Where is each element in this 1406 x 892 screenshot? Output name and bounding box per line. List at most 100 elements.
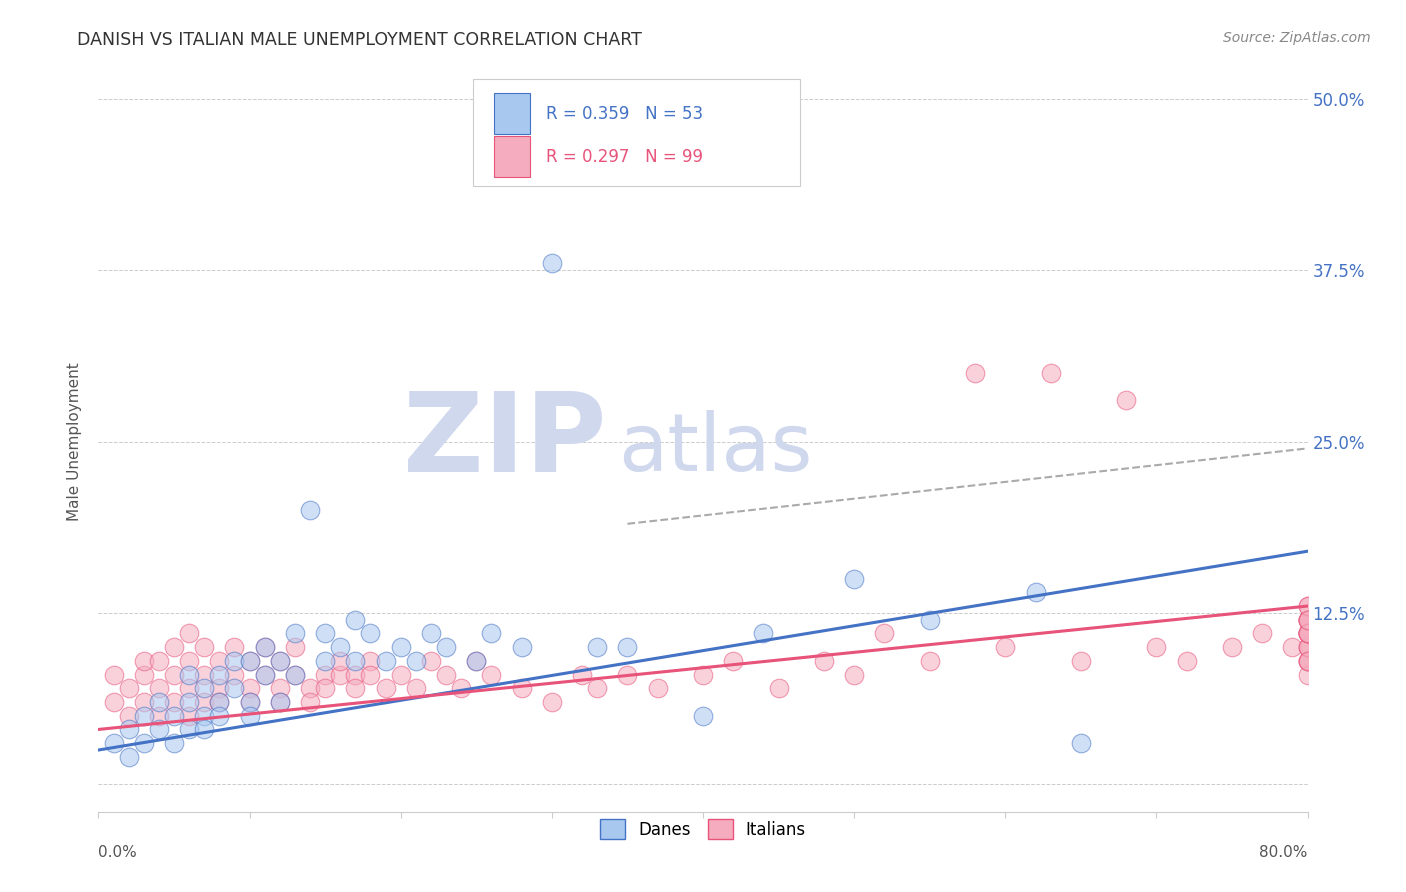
Point: [344, 681, 367, 696]
Point: [239, 681, 262, 696]
Point: [208, 695, 231, 709]
Point: [813, 654, 835, 668]
Point: [148, 708, 170, 723]
Point: [314, 654, 336, 668]
Point: [1296, 613, 1319, 627]
Point: [1296, 626, 1319, 640]
Point: [465, 654, 488, 668]
Point: [965, 366, 987, 380]
Point: [193, 640, 215, 655]
Point: [1281, 640, 1303, 655]
Point: [329, 667, 352, 681]
Point: [1175, 654, 1198, 668]
Point: [193, 723, 215, 737]
Point: [571, 667, 593, 681]
Point: [148, 654, 170, 668]
Point: [723, 654, 745, 668]
Point: [1039, 366, 1062, 380]
Point: [1296, 640, 1319, 655]
Point: [208, 681, 231, 696]
Point: [844, 667, 866, 681]
Point: [239, 654, 262, 668]
Point: [132, 695, 155, 709]
Point: [1220, 640, 1243, 655]
Point: [616, 667, 638, 681]
Point: [239, 695, 262, 709]
Point: [163, 736, 186, 750]
Point: [239, 654, 262, 668]
Point: [314, 681, 336, 696]
Point: [163, 708, 186, 723]
Point: [540, 256, 562, 270]
Point: [434, 640, 457, 655]
Point: [450, 681, 472, 696]
Point: [314, 626, 336, 640]
Text: 80.0%: 80.0%: [1260, 845, 1308, 860]
Point: [208, 667, 231, 681]
Point: [994, 640, 1017, 655]
Point: [692, 708, 714, 723]
Point: [208, 654, 231, 668]
Point: [163, 695, 186, 709]
Text: R = 0.359   N = 53: R = 0.359 N = 53: [546, 104, 703, 122]
Text: 0.0%: 0.0%: [98, 845, 138, 860]
Point: [647, 681, 669, 696]
Point: [193, 667, 215, 681]
Point: [179, 708, 201, 723]
Point: [132, 667, 155, 681]
Point: [1024, 585, 1046, 599]
Point: [103, 695, 125, 709]
Point: [374, 681, 396, 696]
FancyBboxPatch shape: [494, 93, 530, 134]
Point: [1296, 626, 1319, 640]
Point: [239, 708, 262, 723]
Point: [314, 667, 336, 681]
Point: [1296, 654, 1319, 668]
Point: [1296, 654, 1319, 668]
Point: [132, 736, 155, 750]
Point: [616, 640, 638, 655]
Point: [193, 695, 215, 709]
Point: [193, 681, 215, 696]
Point: [360, 626, 382, 640]
Point: [253, 640, 276, 655]
Text: R = 0.297   N = 99: R = 0.297 N = 99: [546, 147, 703, 166]
Point: [239, 695, 262, 709]
Point: [132, 708, 155, 723]
Point: [1296, 626, 1319, 640]
Point: [344, 613, 367, 627]
Text: DANISH VS ITALIAN MALE UNEMPLOYMENT CORRELATION CHART: DANISH VS ITALIAN MALE UNEMPLOYMENT CORR…: [77, 31, 643, 49]
Point: [329, 640, 352, 655]
Point: [224, 681, 246, 696]
Point: [420, 654, 443, 668]
Point: [510, 681, 533, 696]
Point: [1070, 654, 1092, 668]
Text: Source: ZipAtlas.com: Source: ZipAtlas.com: [1223, 31, 1371, 45]
Point: [269, 654, 291, 668]
Point: [148, 723, 170, 737]
Point: [420, 626, 443, 640]
Point: [1296, 613, 1319, 627]
Point: [344, 667, 367, 681]
Point: [768, 681, 790, 696]
Point: [329, 654, 352, 668]
Text: atlas: atlas: [619, 410, 813, 488]
Point: [208, 695, 231, 709]
Point: [374, 654, 396, 668]
Point: [179, 723, 201, 737]
Legend: Danes, Italians: Danes, Italians: [592, 811, 814, 847]
Point: [118, 750, 141, 764]
Point: [193, 708, 215, 723]
Point: [1296, 613, 1319, 627]
Point: [269, 654, 291, 668]
Point: [299, 503, 322, 517]
Point: [253, 667, 276, 681]
Point: [1296, 599, 1319, 613]
Point: [103, 736, 125, 750]
Point: [1296, 626, 1319, 640]
Point: [269, 695, 291, 709]
Point: [148, 695, 170, 709]
Point: [284, 667, 307, 681]
Point: [844, 572, 866, 586]
Point: [299, 695, 322, 709]
